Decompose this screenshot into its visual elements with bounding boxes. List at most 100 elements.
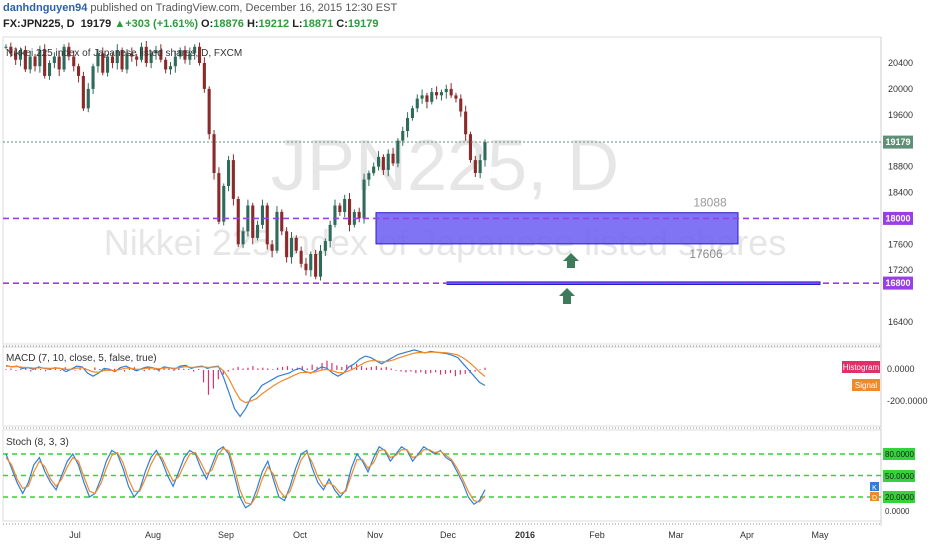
candle: [33, 56, 37, 67]
candle: [328, 224, 332, 242]
candle: [144, 46, 148, 63]
candle: [149, 53, 153, 63]
stoch-tick-label: 80.0000: [885, 450, 914, 459]
macd-title: MACD (7, 10, close, 5, false, true): [6, 353, 157, 364]
x-tick-label: May: [811, 530, 829, 540]
candle: [425, 95, 429, 102]
candle: [48, 63, 52, 76]
stoch-tick-label: 50.0000: [885, 472, 914, 481]
x-tick-label: Dec: [440, 530, 457, 540]
candle: [396, 140, 400, 164]
resistance-zone[interactable]: [375, 212, 739, 245]
candle: [9, 46, 13, 54]
macd-tick-label: -200.0000: [887, 396, 928, 406]
candle: [173, 56, 177, 67]
candle: [323, 241, 327, 251]
candle: [130, 53, 134, 57]
candle: [309, 254, 313, 271]
candle: [217, 173, 221, 222]
candle: [168, 66, 172, 70]
candle: [362, 179, 366, 219]
candle: [18, 50, 22, 60]
change-up-icon: ▲: [114, 18, 126, 30]
x-tick-label: Jul: [69, 530, 81, 540]
y-tick-label: 20400: [888, 58, 913, 68]
y-tick-label: 16400: [888, 317, 913, 327]
open-label: O:: [201, 18, 214, 30]
candle: [28, 56, 32, 70]
candle: [377, 156, 381, 167]
close-value: 19179: [347, 18, 379, 30]
candle: [280, 211, 284, 232]
candle: [164, 59, 168, 70]
signal-line: [5, 351, 486, 404]
candle: [473, 160, 477, 173]
y-tick-label: 17600: [888, 239, 913, 249]
up-arrow-icon[interactable]: [559, 288, 575, 304]
x-tick-label: Apr: [740, 530, 754, 540]
change-value: +303 (+1.61%): [125, 18, 198, 30]
candle: [260, 205, 264, 225]
candle: [386, 153, 390, 170]
candle: [14, 53, 18, 60]
y-tick-label: 19600: [888, 110, 913, 120]
candle: [256, 224, 260, 238]
price-pane-title: Nikkei 225 index of Japanese listed shar…: [6, 48, 242, 59]
x-tick-label: Mar: [668, 530, 684, 540]
stoch-k-legend-badge: [870, 482, 879, 491]
candle: [212, 134, 216, 173]
symbol-label: FX:JPN225, D: [3, 18, 75, 30]
candle: [304, 263, 308, 271]
level-badge-18000: [883, 211, 913, 225]
candle: [468, 134, 472, 161]
candle: [430, 92, 434, 102]
candle: [435, 92, 439, 96]
candle: [72, 56, 76, 67]
candle: [193, 46, 197, 54]
candle: [343, 199, 347, 212]
candle: [459, 98, 463, 112]
x-tick-label: Nov: [367, 530, 384, 540]
candle: [23, 50, 27, 70]
zone-lower-label: 17606: [689, 247, 723, 261]
stoch-d-line: [5, 447, 486, 505]
stoch-d-legend-text: D: [872, 495, 877, 502]
username-link[interactable]: danhdnguyen94: [3, 2, 88, 14]
stoch-pane[interactable]: [2, 429, 882, 522]
candle: [188, 53, 192, 60]
macd-tick-label: 0.0000: [887, 364, 915, 374]
candle: [4, 46, 8, 48]
candle: [198, 46, 202, 63]
candle: [372, 166, 376, 174]
candle: [251, 205, 255, 238]
candle: [62, 46, 66, 70]
candle: [294, 237, 298, 251]
y-tick-label: 18400: [888, 188, 913, 198]
x-tick-label: 2016: [515, 530, 535, 540]
signal-legend-badge: [852, 379, 880, 391]
candle: [449, 88, 453, 96]
candle: [420, 95, 424, 99]
current-price-badge: [883, 135, 913, 149]
current-price-badge-text: 19179: [885, 137, 910, 147]
low-label: L:: [292, 18, 303, 30]
histogram-legend-badge: [842, 361, 880, 373]
candle: [338, 205, 342, 212]
candle: [43, 50, 47, 76]
candle: [67, 46, 71, 57]
candle: [333, 205, 337, 225]
candle: [222, 186, 226, 222]
candle: [135, 56, 139, 60]
macd-line: [5, 349, 486, 418]
candle: [348, 199, 352, 225]
up-arrow-icon[interactable]: [563, 253, 579, 268]
low-value: 18871: [302, 18, 334, 30]
high-value: 19212: [258, 18, 290, 30]
publisher-line: danhdnguyen94 published on TradingView.c…: [3, 2, 397, 14]
candle: [410, 108, 414, 118]
candle: [81, 76, 85, 109]
level-badge-17000: [883, 276, 913, 290]
candle: [77, 66, 81, 76]
